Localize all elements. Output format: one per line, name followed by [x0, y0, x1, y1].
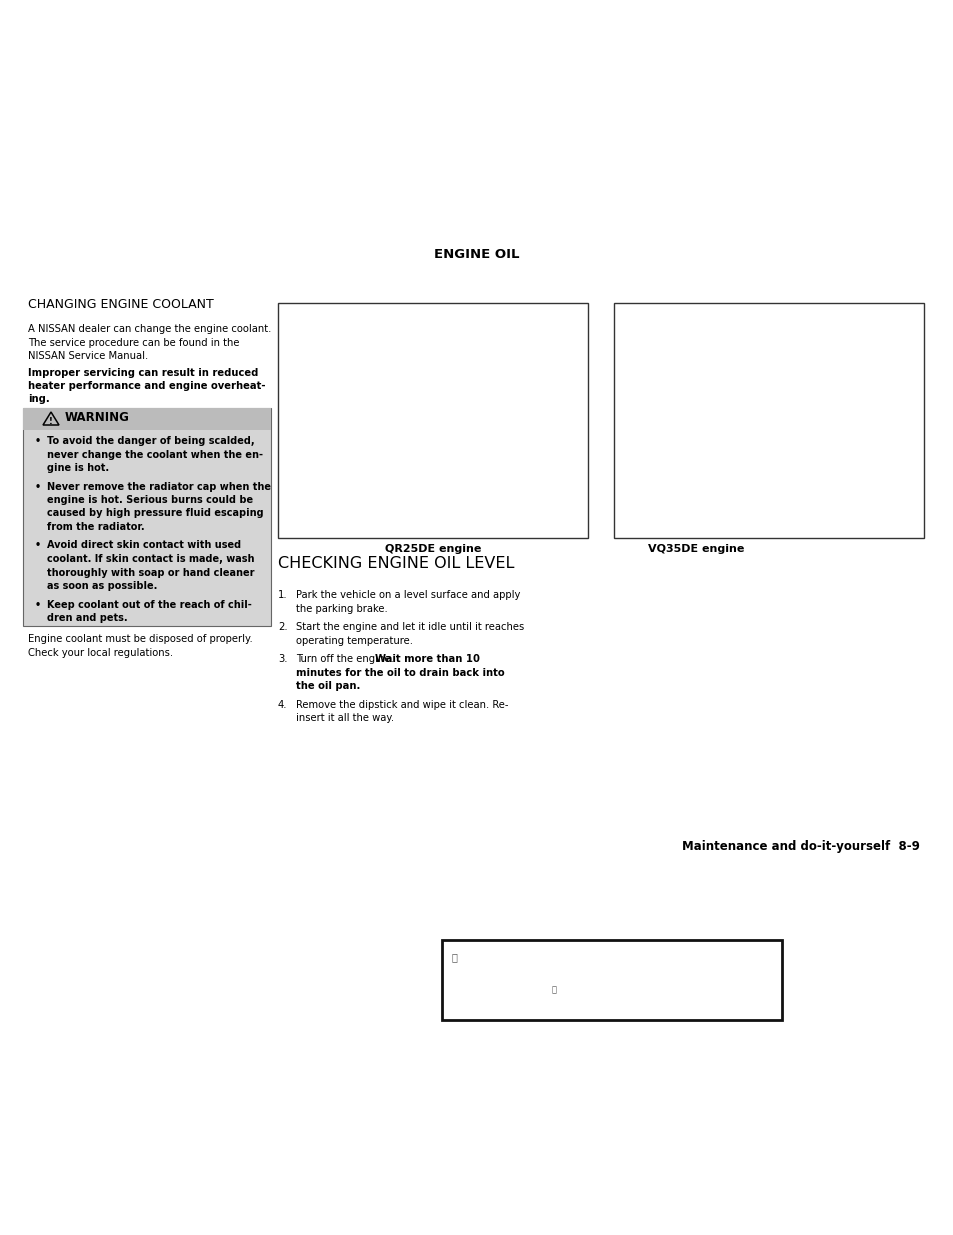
Text: caused by high pressure fluid escaping: caused by high pressure fluid escaping: [47, 509, 263, 519]
Text: •: •: [35, 541, 41, 551]
Text: as soon as possible.: as soon as possible.: [47, 580, 157, 592]
Text: 1.: 1.: [277, 590, 287, 600]
Text: 4.: 4.: [277, 699, 287, 709]
Text: 3.: 3.: [277, 655, 287, 664]
Text: Turn off the engine.: Turn off the engine.: [295, 655, 396, 664]
Bar: [23, 408, 271, 430]
Text: ing.: ing.: [28, 394, 50, 405]
Text: never change the coolant when the en-: never change the coolant when the en-: [47, 450, 263, 459]
Text: CHANGING ENGINE COOLANT: CHANGING ENGINE COOLANT: [28, 298, 213, 311]
Text: Keep coolant out of the reach of chil-: Keep coolant out of the reach of chil-: [47, 599, 252, 610]
Text: NISSAN Service Manual.: NISSAN Service Manual.: [28, 351, 148, 361]
Text: CHECKING ENGINE OIL LEVEL: CHECKING ENGINE OIL LEVEL: [277, 556, 514, 571]
Bar: [23, 408, 271, 626]
Text: engine is hot. Serious burns could be: engine is hot. Serious burns could be: [47, 495, 253, 505]
Text: coolant. If skin contact is made, wash: coolant. If skin contact is made, wash: [47, 555, 254, 564]
Text: heater performance and engine overheat-: heater performance and engine overheat-: [28, 382, 265, 391]
Text: gine is hot.: gine is hot.: [47, 463, 109, 473]
Bar: [614, 303, 923, 538]
Text: minutes for the oil to drain back into: minutes for the oil to drain back into: [295, 667, 504, 678]
Text: !: !: [49, 417, 52, 426]
Text: •: •: [35, 599, 41, 610]
Text: To avoid the danger of being scalded,: To avoid the danger of being scalded,: [47, 436, 254, 446]
Text: the oil pan.: the oil pan.: [295, 680, 360, 692]
Text: operating temperature.: operating temperature.: [295, 636, 413, 646]
Bar: [441, 940, 781, 1020]
Text: ENGINE OIL: ENGINE OIL: [434, 248, 519, 261]
Text: 2.: 2.: [277, 622, 287, 632]
Text: from the radiator.: from the radiator.: [47, 522, 145, 532]
Text: ⎖: ⎖: [552, 986, 557, 994]
Text: A NISSAN dealer can change the engine coolant.: A NISSAN dealer can change the engine co…: [28, 324, 271, 333]
Text: Improper servicing can result in reduced: Improper servicing can result in reduced: [28, 368, 258, 378]
Text: insert it all the way.: insert it all the way.: [295, 713, 394, 722]
Text: Park the vehicle on a level surface and apply: Park the vehicle on a level surface and …: [295, 590, 519, 600]
Text: QR25DE engine: QR25DE engine: [384, 543, 480, 555]
Text: Check your local regulations.: Check your local regulations.: [28, 647, 172, 657]
Text: Avoid direct skin contact with used: Avoid direct skin contact with used: [47, 541, 241, 551]
Text: •: •: [35, 436, 41, 446]
Text: Wait more than 10: Wait more than 10: [375, 655, 479, 664]
Text: The service procedure can be found in the: The service procedure can be found in th…: [28, 337, 239, 347]
Text: Never remove the radiator cap when the: Never remove the radiator cap when the: [47, 482, 271, 492]
Text: dren and pets.: dren and pets.: [47, 613, 128, 622]
Text: Start the engine and let it idle until it reaches: Start the engine and let it idle until i…: [295, 622, 524, 632]
Text: VQ35DE engine: VQ35DE engine: [647, 543, 743, 555]
Text: thoroughly with soap or hand cleaner: thoroughly with soap or hand cleaner: [47, 568, 254, 578]
Text: •: •: [35, 482, 41, 492]
Text: Maintenance and do-it-yourself  8-9: Maintenance and do-it-yourself 8-9: [681, 840, 919, 853]
Text: Engine coolant must be disposed of properly.: Engine coolant must be disposed of prope…: [28, 634, 253, 643]
Text: ⎖: ⎖: [452, 952, 457, 962]
Bar: [277, 303, 587, 538]
Text: the parking brake.: the parking brake.: [295, 604, 387, 614]
Text: Remove the dipstick and wipe it clean. Re-: Remove the dipstick and wipe it clean. R…: [295, 699, 508, 709]
Text: WARNING: WARNING: [65, 411, 130, 424]
